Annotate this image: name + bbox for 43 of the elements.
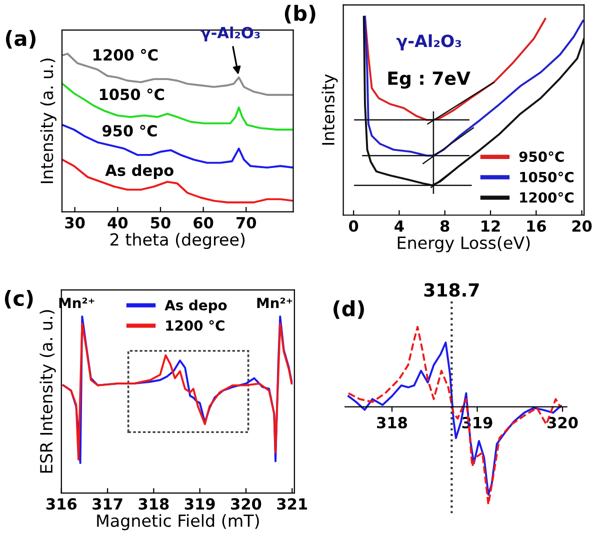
y-axis-title: Intensity (322, 74, 338, 145)
y-axis-title: ESR Intensity (a. u.) (40, 310, 56, 473)
x-axis-title: Energy Loss(eV) (398, 236, 530, 252)
chart-title: (d) (334, 300, 364, 319)
annotation: Mn²⁺ (257, 298, 292, 308)
x-tick-label: 0 (348, 220, 358, 232)
x-tick-label: 16 (527, 220, 546, 232)
series-label: As depo (105, 164, 174, 180)
chart-title: (b) (284, 4, 316, 24)
legend-label: As depo (164, 300, 227, 314)
x-tick-label: 12 (482, 220, 500, 232)
x-tick-label: 320 (231, 498, 262, 510)
chart-title: (c) (4, 290, 33, 309)
x-tick-label: 30 (65, 216, 85, 229)
x-tick-label: 320 (548, 416, 578, 428)
x-tick-label: 321 (277, 498, 308, 510)
legend-label: 950°C (519, 151, 564, 162)
x-tick-label: 318 (138, 498, 169, 510)
x-tick-label: 50 (151, 216, 170, 229)
series-label: 1200 °C (94, 48, 158, 61)
x-tick-label: 40 (108, 216, 128, 229)
annotation: γ-Al₂O₃ (200, 26, 260, 42)
x-tick-label: 60 (194, 216, 214, 229)
x-tick-label: 8 (440, 220, 450, 232)
series-label: 1050 °C (100, 88, 164, 100)
legend-label: 1200 °C (166, 320, 224, 331)
legend-label: 1200°C (520, 192, 574, 203)
x-tick-label: 318 (377, 416, 407, 428)
series-label: 950 °C (102, 124, 157, 137)
x-tick-label: 4 (394, 220, 404, 232)
x-tick-label: 20 (572, 220, 592, 232)
y-axis-title: Intensity (a. u.) (40, 58, 56, 184)
x-axis-title: Magnetic Field (mT) (97, 514, 259, 530)
x-tick-label: 316 (46, 498, 77, 510)
x-axis-title: 2 theta (degree) (110, 232, 245, 250)
x-tick-label: 70 (236, 216, 256, 229)
chart-title: (a) (6, 30, 36, 49)
legend-label: 1050°C (520, 172, 574, 182)
ref-line-label: 318.7 (424, 283, 479, 297)
annotation: Eg : 7eV (388, 72, 470, 89)
annotation: γ-Al₂O₃ (396, 34, 462, 50)
x-tick-label: 319 (184, 498, 215, 510)
x-tick-label: 317 (92, 498, 122, 510)
